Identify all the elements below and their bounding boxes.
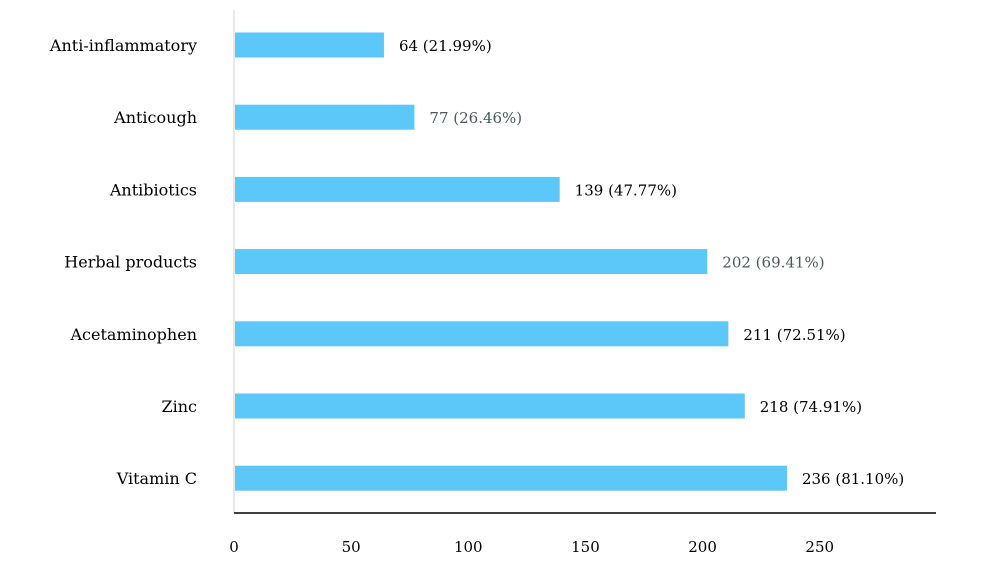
bar-acetaminophen <box>235 321 729 347</box>
bar-anticough <box>235 104 415 130</box>
bar-antibiotics <box>235 176 560 202</box>
data-label: 77 (26.46%) <box>429 109 522 127</box>
category-label: Anti-inflammatory <box>49 36 197 55</box>
data-label: 202 (69.41%) <box>722 254 824 272</box>
bar-zinc <box>235 393 745 419</box>
data-label: 139 (47.77%) <box>575 181 677 199</box>
data-label: 64 (21.99%) <box>399 37 492 55</box>
category-label: Vitamin C <box>116 469 197 488</box>
data-label: 211 (72.51%) <box>743 326 845 344</box>
bar-herbal-products <box>235 249 708 275</box>
category-label: Acetaminophen <box>70 325 198 344</box>
bar-anti-inflammatory <box>235 32 384 58</box>
x-tick-label: 100 <box>454 538 483 556</box>
data-label: 218 (74.91%) <box>760 398 862 416</box>
x-tick-label: 0 <box>229 538 239 556</box>
x-tick-label: 50 <box>342 538 361 556</box>
x-tick-label: 250 <box>805 538 834 556</box>
x-tick-label: 200 <box>688 538 717 556</box>
x-tick-label: 150 <box>571 538 600 556</box>
bar-vitamin-c <box>235 465 787 491</box>
category-label: Zinc <box>162 397 198 416</box>
data-label: 236 (81.10%) <box>802 470 904 488</box>
category-label: Anticough <box>113 108 197 127</box>
category-label: Herbal products <box>64 253 197 272</box>
category-label: Antibiotics <box>109 180 197 199</box>
